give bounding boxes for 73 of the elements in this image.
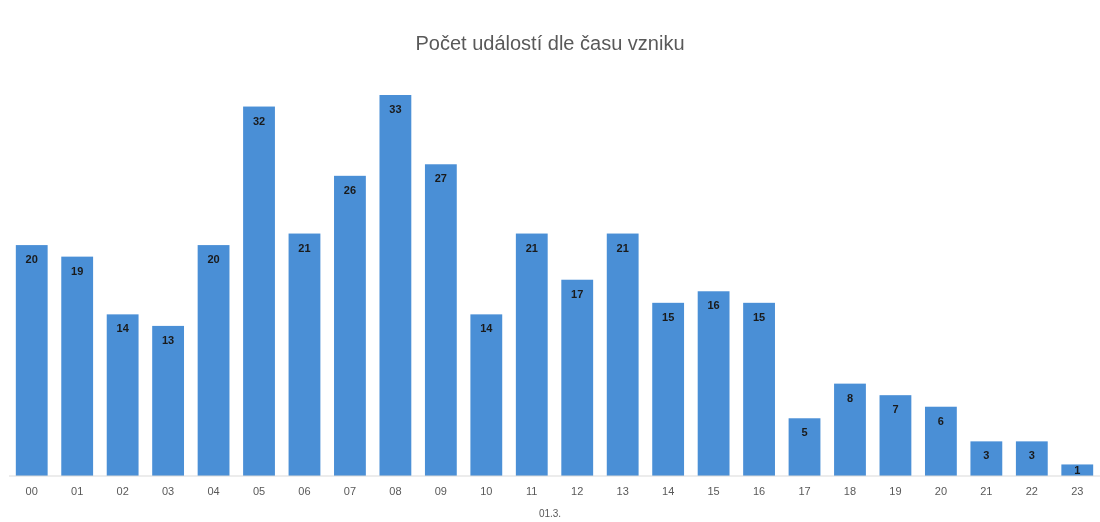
data-label: 21 [616,241,629,254]
x-tick-label: 16 [752,485,766,497]
data-label: 16 [707,299,720,312]
data-label: 3 [1028,449,1035,462]
x-axis-title: 01.3. [538,508,562,519]
bar [743,302,775,476]
bar [470,314,503,476]
x-tick-label: 13 [616,485,629,497]
data-label: 15 [752,310,766,323]
bar [515,233,548,476]
bar [924,406,957,476]
data-label: 19 [71,264,84,277]
x-tick-label: 02 [116,485,129,497]
data-label: 26 [343,183,357,196]
bar [652,302,685,476]
data-label: 6 [937,414,944,427]
data-label: 20 [207,253,220,266]
bar [61,256,94,476]
bar [970,441,1003,476]
x-tick-label: 18 [843,485,857,497]
data-label: 14 [480,322,494,335]
x-tick-label: 06 [298,485,311,497]
x-tick-label: 15 [707,485,720,497]
x-tick-label: 07 [343,485,357,497]
data-label: 15 [662,310,675,323]
data-label: 8 [846,391,854,404]
data-label: 20 [25,253,38,266]
x-tick-label: 14 [662,485,675,497]
data-label: 17 [571,287,584,300]
bar [606,233,639,476]
data-label: 32 [252,114,266,127]
x-tick-label: 20 [934,485,948,497]
x-tick-label: 21 [980,485,993,497]
x-tick-label: 03 [161,485,175,497]
x-tick-label: 00 [25,485,38,497]
x-tick-label: 17 [798,485,811,497]
x-tick-label: 10 [480,485,493,497]
bar [788,418,821,476]
bar [334,175,366,476]
x-tick-label: 23 [1071,485,1084,497]
x-tick-label: 11 [526,485,538,497]
data-label: 5 [801,426,808,439]
x-tick-label: 01 [71,485,84,497]
bar [561,279,594,476]
x-tick-label: 22 [1025,485,1038,497]
data-label: 3 [983,449,990,462]
bar [243,106,275,476]
x-tick-label: 08 [389,485,402,497]
data-label: 14 [116,322,130,335]
data-label: 13 [161,333,175,346]
data-label: 21 [525,241,538,254]
x-tick-label: 12 [571,485,584,497]
bar [288,233,321,476]
data-label: 7 [892,403,899,416]
bar [1015,441,1048,476]
x-tick-label: 19 [889,485,902,497]
bar [15,245,48,476]
bar [152,325,185,476]
data-label: 33 [389,103,402,115]
bar [197,245,230,476]
bar [424,164,457,476]
x-tick-label: 05 [252,485,266,497]
bar [879,395,912,476]
data-label: 27 [434,172,447,185]
bar [834,383,866,476]
data-label: 1 [1074,464,1081,477]
bar [697,291,730,476]
bar [379,95,412,476]
chart-title: Počet událostí dle času vzniku [415,32,685,54]
bar [106,314,139,476]
x-tick-label: 04 [207,485,220,497]
x-tick-label: 09 [434,485,447,497]
data-label: 21 [298,241,311,254]
